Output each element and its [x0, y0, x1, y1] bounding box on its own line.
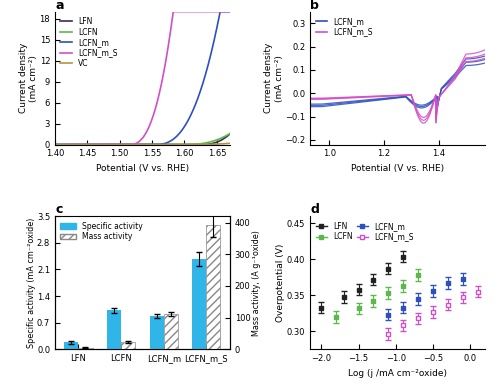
X-axis label: Potential (V vs. RHE): Potential (V vs. RHE): [351, 164, 444, 173]
LCFN_m: [192, 105, 198, 109]
Bar: [150, 316, 164, 349]
LCFN_m_S: [192, 9, 198, 14]
LCFN: [172, 142, 178, 147]
Bar: [121, 342, 135, 349]
VC: [188, 142, 194, 147]
VC: [192, 142, 198, 147]
LCFN_m_S: [227, 9, 233, 14]
Line: LCFN_m_S: LCFN_m_S: [55, 12, 230, 145]
LCFN_m: [172, 135, 178, 140]
Legend: LFN, LCFN, LCFN_m, LCFN_m_S, VC: LFN, LCFN, LCFN_m, LCFN_m_S, VC: [59, 16, 119, 69]
LFN: [122, 142, 128, 147]
Line: LCFN: LCFN: [55, 133, 230, 145]
LCFN_m_S: [122, 142, 128, 147]
Text: c: c: [55, 203, 62, 216]
LCFN_m: [122, 142, 128, 147]
X-axis label: Log (j /mA cm⁻²oxide): Log (j /mA cm⁻²oxide): [348, 369, 447, 378]
Y-axis label: Mass activity, (A g⁻¹oxide): Mass activity, (A g⁻¹oxide): [252, 230, 261, 336]
Bar: [107, 310, 121, 349]
LFN: [227, 132, 233, 136]
VC: [122, 142, 128, 147]
LCFN: [227, 131, 233, 136]
Bar: [192, 259, 206, 349]
LCFN_m_S: [129, 142, 135, 147]
Line: LFN: LFN: [55, 134, 230, 145]
Text: a: a: [55, 0, 64, 12]
Y-axis label: Current density
(mA cm⁻²): Current density (mA cm⁻²): [18, 43, 38, 113]
VC: [227, 141, 233, 146]
LFN: [70, 142, 76, 147]
LCFN_m: [217, 9, 223, 14]
LCFN_m_S: [52, 142, 58, 147]
VC: [172, 142, 178, 147]
Bar: [78, 348, 92, 349]
LCFN: [129, 142, 135, 147]
LCFN_m_S: [170, 9, 176, 14]
Bar: [206, 225, 220, 349]
Line: LCFN_m: LCFN_m: [55, 12, 230, 145]
LCFN_m_S: [172, 9, 178, 14]
LCFN: [52, 142, 58, 147]
LCFN: [192, 142, 198, 147]
Y-axis label: Current density
(mA cm⁻²): Current density (mA cm⁻²): [264, 43, 284, 113]
VC: [52, 142, 58, 147]
LCFN_m: [70, 142, 76, 147]
LCFN_m: [188, 112, 194, 116]
Line: VC: VC: [55, 143, 230, 145]
Text: b: b: [310, 0, 319, 12]
LCFN_m_S: [70, 142, 76, 147]
Legend: LCFN_m, LCFN_m_S: LCFN_m, LCFN_m_S: [314, 16, 374, 38]
X-axis label: Potential (V vs. RHE): Potential (V vs. RHE): [96, 164, 189, 173]
LCFN_m: [129, 142, 135, 147]
LCFN: [188, 142, 194, 147]
Legend: Specific activity, Mass activity: Specific activity, Mass activity: [59, 220, 144, 243]
LFN: [129, 142, 135, 147]
LFN: [188, 142, 194, 147]
VC: [129, 142, 135, 147]
LFN: [192, 142, 198, 147]
LCFN: [122, 142, 128, 147]
LCFN_m_S: [188, 9, 194, 14]
Legend: LFN, LCFN, LCFN_m, LCFN_m_S: LFN, LCFN, LCFN_m, LCFN_m_S: [314, 220, 415, 243]
LCFN_m: [52, 142, 58, 147]
Y-axis label: Specific activity (mA cm⁻²oxide): Specific activity (mA cm⁻²oxide): [26, 218, 36, 348]
LFN: [52, 142, 58, 147]
Y-axis label: Overpotential (V): Overpotential (V): [276, 244, 285, 322]
Bar: [64, 342, 78, 349]
LCFN_m: [227, 9, 233, 14]
LCFN: [70, 142, 76, 147]
Text: d: d: [310, 203, 319, 216]
VC: [70, 142, 76, 147]
Bar: [164, 314, 178, 349]
LFN: [172, 142, 178, 147]
